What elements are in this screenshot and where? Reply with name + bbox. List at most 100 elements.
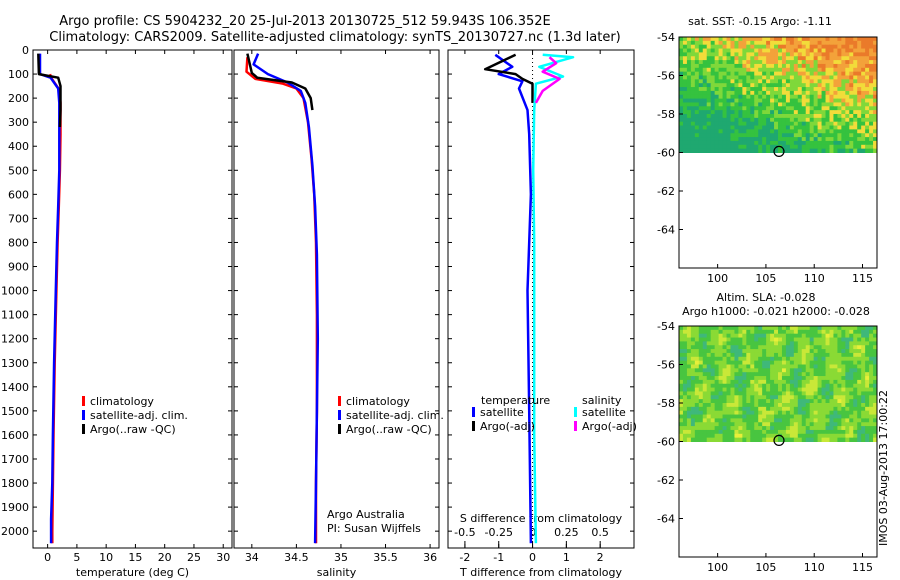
map-cell (754, 98, 759, 103)
map-cell (734, 67, 739, 73)
map-cell (793, 410, 799, 416)
map-cell (797, 368, 803, 373)
map-cell (706, 114, 712, 119)
map-cell (722, 48, 728, 53)
map-cell (742, 406, 747, 412)
map-cell (682, 391, 688, 396)
map-cell (778, 395, 783, 400)
map-cell (698, 326, 704, 331)
map-cell (770, 387, 775, 392)
map-cell (809, 379, 815, 385)
map-cell (805, 329, 811, 335)
map-cell (738, 349, 743, 354)
map-cell (766, 391, 771, 396)
map-cell (865, 372, 870, 377)
map-cell (793, 125, 799, 130)
x-tick-label: 34 (245, 551, 259, 564)
map-cell (841, 106, 846, 111)
map-cell (730, 383, 735, 389)
map-cell (734, 71, 739, 76)
map-cell (821, 144, 827, 150)
map-cell (797, 90, 803, 96)
map-cell (869, 387, 874, 392)
map-cell (770, 144, 775, 150)
map-cell (754, 129, 759, 134)
map-cell (813, 433, 819, 439)
map-cell (742, 379, 747, 385)
map-cell (742, 429, 747, 435)
map-cell (797, 129, 803, 134)
map-cell (781, 121, 787, 127)
map-cell (738, 110, 743, 115)
map-cell (841, 102, 846, 107)
map-cell (837, 345, 842, 350)
map-cell (726, 426, 731, 431)
map-cell (742, 117, 747, 123)
map-cell (857, 422, 862, 427)
map-cell (805, 98, 811, 103)
map-cell (730, 422, 735, 427)
map-cell (722, 44, 728, 50)
map-cell (758, 433, 763, 439)
map-cell (742, 37, 747, 42)
map-cell (738, 399, 743, 404)
map-cell (829, 410, 834, 416)
map-cell (690, 345, 696, 350)
map-cell (750, 360, 755, 365)
map-cell (801, 387, 807, 392)
map-cell (793, 40, 799, 46)
map-cell (837, 383, 842, 389)
map-cell (734, 148, 739, 153)
map-cell (682, 352, 688, 358)
map-cell (710, 75, 716, 80)
map-cell (758, 352, 763, 358)
map-cell (710, 52, 716, 57)
map-cell (679, 117, 684, 123)
map-cell (679, 403, 684, 408)
map-cell (750, 121, 755, 127)
map-cell (869, 422, 874, 427)
map-cell (766, 60, 771, 65)
map-cell (805, 37, 811, 42)
map-cell (722, 129, 728, 134)
map-cell (742, 125, 747, 130)
map-cell (869, 133, 874, 138)
map-cell (774, 418, 779, 423)
map-cell (797, 349, 803, 354)
map-cell (837, 102, 842, 107)
map-cell (785, 406, 791, 412)
map-cell (873, 379, 878, 385)
map-cell (797, 44, 803, 50)
map-cell (714, 94, 720, 100)
map-cell (781, 94, 787, 100)
map-cell (702, 137, 708, 142)
map-cell (710, 379, 716, 385)
map-cell (762, 125, 767, 130)
map-cell (679, 71, 684, 76)
map-cell (686, 422, 692, 427)
map-cell (845, 137, 850, 142)
map-cell (726, 37, 731, 42)
map-cell (797, 137, 803, 142)
map-cell (821, 102, 827, 107)
map-cell (845, 102, 850, 107)
map-x-tick-label: 105 (755, 561, 776, 574)
map-cell (702, 360, 708, 365)
map-cell (809, 429, 815, 435)
map-cell (750, 71, 755, 76)
map-cell (770, 356, 775, 362)
map-cell (710, 410, 716, 416)
map-cell (770, 48, 775, 53)
map-cell (730, 410, 735, 416)
map-cell (766, 356, 771, 362)
map-cell (690, 125, 696, 130)
map-cell (718, 341, 724, 346)
map-cell (829, 40, 834, 46)
map-cell (829, 98, 834, 103)
map-cell (750, 117, 755, 123)
map-cell (734, 368, 739, 373)
map-cell (833, 40, 838, 46)
map-cell (766, 406, 771, 412)
map-cell (841, 383, 846, 389)
map-cell (774, 345, 779, 350)
